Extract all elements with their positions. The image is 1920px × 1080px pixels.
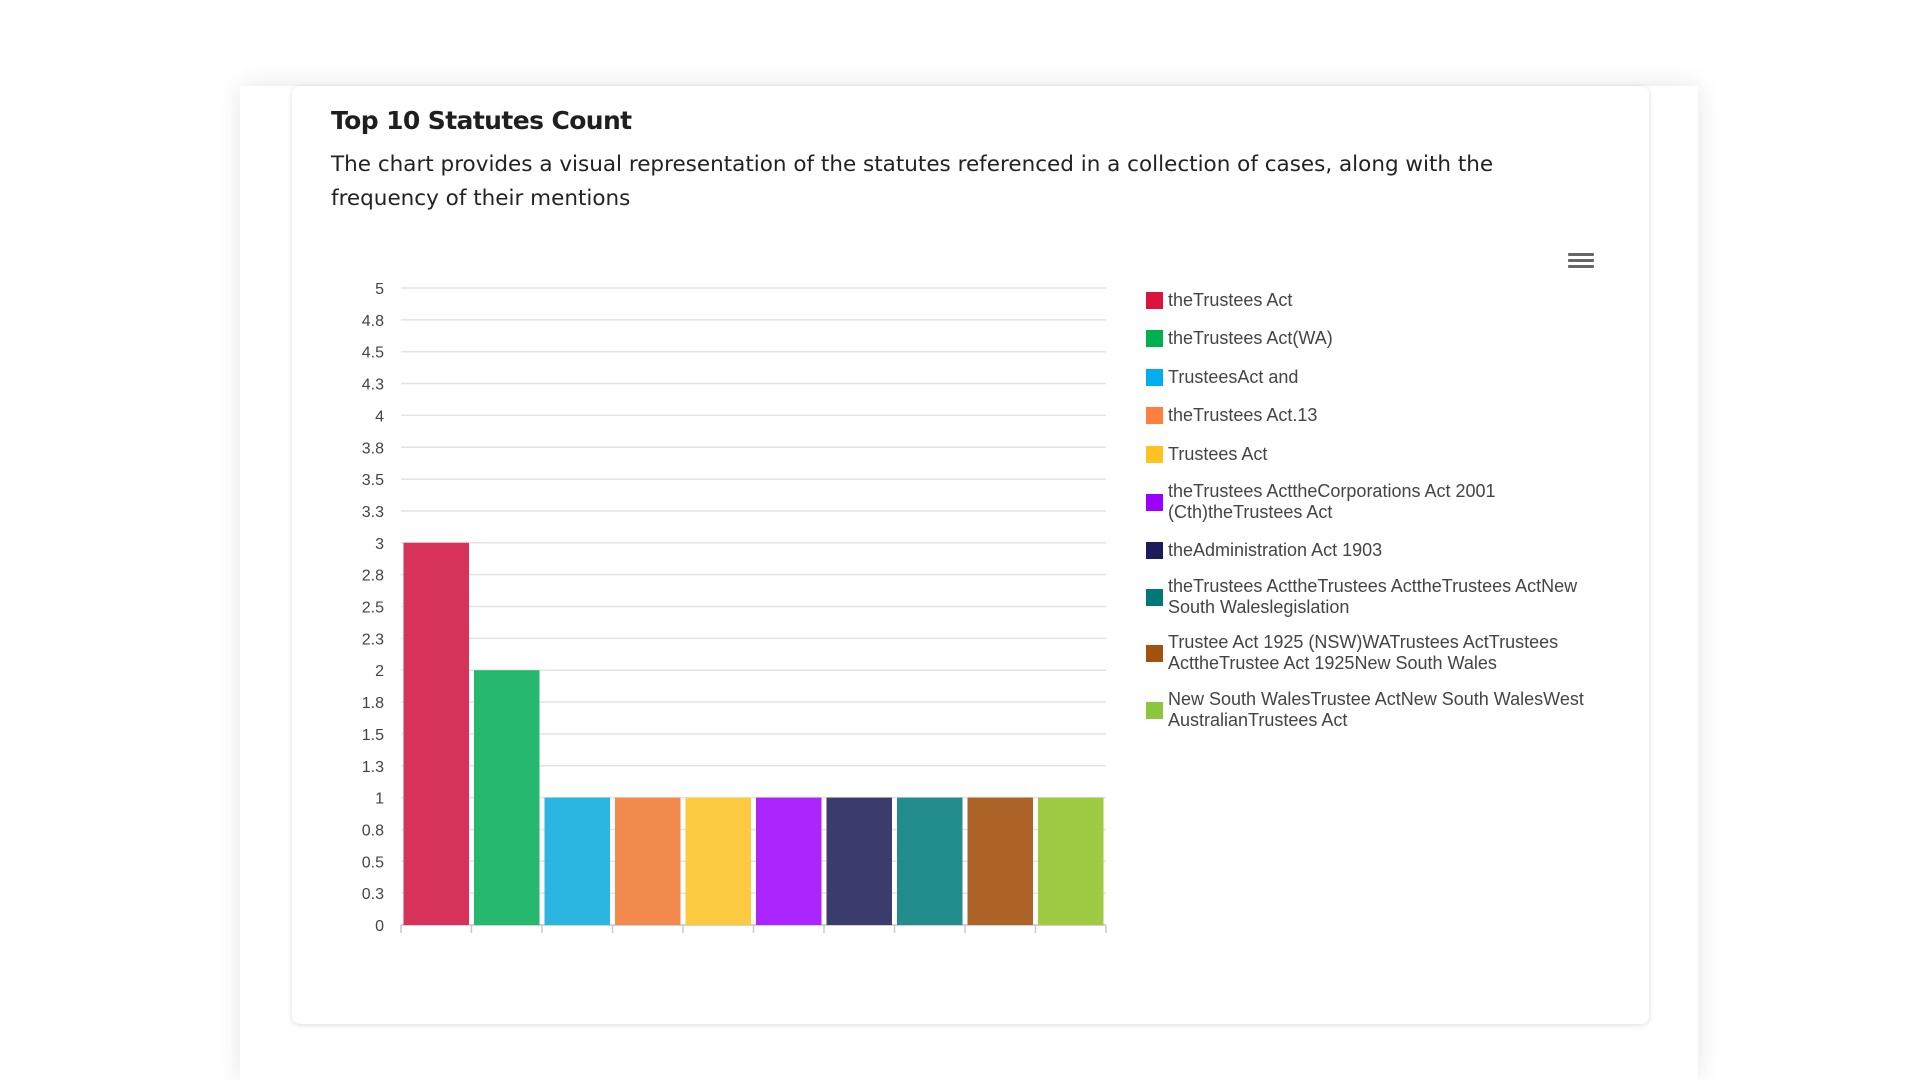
y-tick-label: 1.3 <box>362 759 384 776</box>
bar[interactable] <box>544 797 611 925</box>
menu-line <box>1568 265 1594 268</box>
y-tick-label: 1 <box>375 791 384 808</box>
chart-title: Top 10 Statutes Count <box>331 106 632 135</box>
y-tick-label: 2.8 <box>362 568 384 585</box>
y-tick-label: 2 <box>375 663 384 680</box>
y-tick-label: 0.5 <box>362 854 384 871</box>
y-tick-label: 5 <box>375 281 384 298</box>
legend-swatch <box>1146 541 1163 559</box>
bar[interactable] <box>897 797 963 925</box>
legend-swatch <box>1146 368 1163 386</box>
legend-swatch <box>1146 329 1163 347</box>
y-tick-label: 0 <box>375 918 384 935</box>
legend-item[interactable]: theTrustees Act.13 <box>1146 405 1317 426</box>
y-tick-label: 3.5 <box>362 472 384 489</box>
legend-item[interactable]: theTrustees Act(WA) <box>1146 328 1333 349</box>
legend-label: theAdministration Act 1903 <box>1168 539 1383 560</box>
y-tick-label: 3.8 <box>362 440 384 457</box>
bar[interactable] <box>1038 797 1104 925</box>
legend-swatch <box>1146 445 1163 463</box>
y-tick-label: 2.3 <box>362 631 384 648</box>
legend-label: Trustees Act <box>1168 443 1268 464</box>
legend-swatch <box>1146 291 1163 309</box>
legend-item[interactable]: Trustee Act 1925 (NSW)WATrustees ActTrus… <box>1146 632 1598 674</box>
legend-label: Trustee Act 1925 (NSW)WATrustees ActTrus… <box>1168 632 1559 673</box>
legend-item[interactable]: New South WalesTrustee ActNew South Wale… <box>1146 689 1598 731</box>
legend-label: theTrustees Act <box>1168 289 1293 310</box>
bar[interactable] <box>756 797 822 925</box>
bar[interactable] <box>615 797 681 925</box>
menu-line <box>1568 259 1594 262</box>
legend-swatch <box>1146 588 1163 606</box>
legend-swatch <box>1146 406 1163 424</box>
legend-item[interactable]: theTrustees Act <box>1146 290 1292 311</box>
legend-label: theTrustees Act.13 <box>1168 404 1318 425</box>
legend-item[interactable]: TrusteesAct and <box>1146 367 1298 388</box>
legend-item[interactable]: theTrustees ActtheTrustees ActtheTrustee… <box>1146 576 1598 618</box>
y-tick-label: 0.8 <box>362 822 384 839</box>
legend-label: TrusteesAct and <box>1168 366 1299 387</box>
chart-description: The chart provides a visual representati… <box>331 152 1494 211</box>
legend-label: theTrustees ActtheCorporations Act 2001 … <box>1168 481 1496 522</box>
bar[interactable] <box>474 670 540 925</box>
y-tick-label: 4 <box>375 408 384 425</box>
legend-swatch <box>1146 701 1163 719</box>
y-tick-label: 0.3 <box>362 886 384 903</box>
legend-swatch <box>1146 493 1163 511</box>
hamburger-menu-icon[interactable] <box>1568 253 1594 273</box>
y-tick-label: 2.5 <box>362 600 384 617</box>
legend-label: theTrustees Act(WA) <box>1168 327 1333 348</box>
y-tick-label: 1.8 <box>362 695 384 712</box>
y-tick-label: 3 <box>375 536 384 553</box>
legend-label: theTrustees ActtheTrustees ActtheTrustee… <box>1168 576 1578 617</box>
menu-line <box>1568 253 1594 256</box>
legend-item[interactable]: Trustees Act <box>1146 444 1267 465</box>
bar[interactable] <box>685 797 752 925</box>
y-tick-label: 1.5 <box>362 727 384 744</box>
legend-item[interactable]: theAdministration Act 1903 <box>1146 540 1382 561</box>
bar[interactable] <box>826 797 893 925</box>
legend-label: New South WalesTrustee ActNew South Wale… <box>1168 689 1584 730</box>
y-tick-label: 3.3 <box>362 504 384 521</box>
bar[interactable] <box>967 797 1034 925</box>
y-tick-label: 4.3 <box>362 377 384 394</box>
bar[interactable] <box>403 542 470 925</box>
y-tick-label: 4.5 <box>362 345 384 362</box>
legend-swatch <box>1146 644 1163 662</box>
y-tick-label: 4.8 <box>362 313 384 330</box>
legend-item[interactable]: theTrustees ActtheCorporations Act 2001 … <box>1146 481 1598 523</box>
